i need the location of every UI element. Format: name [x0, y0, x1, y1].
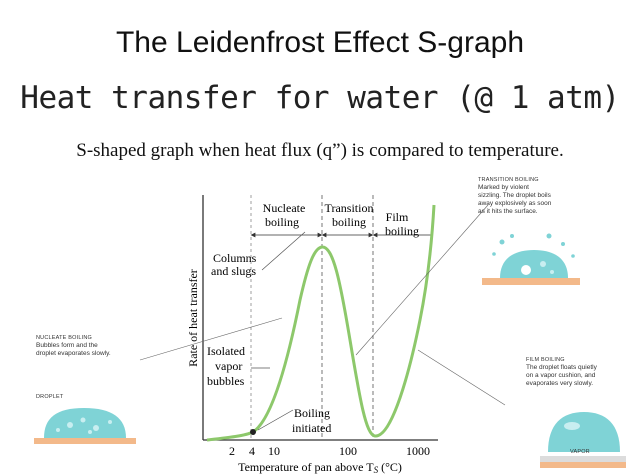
columns-label-1: Columns — [213, 251, 257, 265]
nucleate-note-line: droplet evaporates slowly. — [36, 350, 111, 357]
droplet-label: Droplet — [36, 394, 64, 400]
transition-note-line: Marked by violent — [478, 184, 529, 191]
boiling-leader — [257, 409, 294, 431]
isolated-label-2: vapor — [215, 359, 242, 373]
transition-note-line: sizzling. The droplet boils — [478, 192, 551, 199]
nucleate-note-line: Bubbles form and the — [36, 342, 98, 349]
film-note: Film boiling The droplet floats quietly … — [526, 356, 638, 388]
film-note-line: The droplet floats quietly — [526, 364, 597, 371]
film-pointer — [417, 349, 506, 406]
film-note-line: on a vapor cushion, and — [526, 372, 596, 379]
nucleate-label-2: boiling — [265, 215, 299, 229]
film-note-line: evaporates very slowly. — [526, 380, 594, 387]
transition-label-2: boiling — [332, 215, 366, 229]
boiling-label-2: initiated — [292, 421, 331, 435]
transition-note: Transition boiling Marked by violent siz… — [478, 176, 598, 216]
y-axis-label: Rate of heat transfer — [186, 269, 200, 367]
x-axis-label: Temperature of pan above TS (°C) — [238, 460, 402, 475]
s-curve — [206, 204, 436, 442]
film-note-heading: Film boiling — [526, 357, 565, 363]
nucleate-note: Nucleate boiling Bubbles form and the dr… — [36, 334, 146, 358]
nucleate-pointer — [139, 317, 283, 361]
transition-label-1: Transition — [325, 201, 374, 215]
x-tick: 2 — [229, 444, 235, 458]
film-illustration — [540, 412, 626, 468]
transition-note-line: as it hits the surface. — [478, 208, 538, 215]
x-tick: 4 — [249, 444, 255, 458]
x-tick: 100 — [339, 444, 357, 458]
columns-label-2: and slugs — [211, 264, 256, 278]
page-subtitle: Heat transfer for water (@ 1 atm) — [20, 80, 620, 116]
x-tick: 10 — [268, 444, 280, 458]
columns-leader — [261, 231, 306, 271]
film-label-2: boiling — [385, 224, 419, 238]
vapor-label: Vapor — [570, 449, 590, 455]
transition-pointer — [355, 204, 489, 356]
transition-note-heading: Transition boiling — [478, 177, 539, 183]
droplet-illustration — [34, 408, 136, 444]
page-title: The Leidenfrost Effect S-graph — [115, 26, 525, 59]
transition-note-line: away explosively as soon — [478, 200, 552, 207]
x-tick: 1000 — [406, 444, 430, 458]
boiling-initiated-point — [250, 429, 256, 435]
boiling-label-1: Boiling — [294, 406, 330, 420]
isolated-label-3: bubbles — [207, 374, 245, 388]
nucleate-label-1: Nucleate — [263, 201, 306, 215]
nucleate-note-heading: Nucleate boiling — [36, 335, 92, 341]
isolated-label-1: Isolated — [207, 344, 245, 358]
film-label-1: Film — [386, 210, 409, 224]
graph-caption: S-shaped graph when heat flux (q”) is co… — [76, 140, 564, 161]
transition-illustration — [482, 233, 580, 285]
